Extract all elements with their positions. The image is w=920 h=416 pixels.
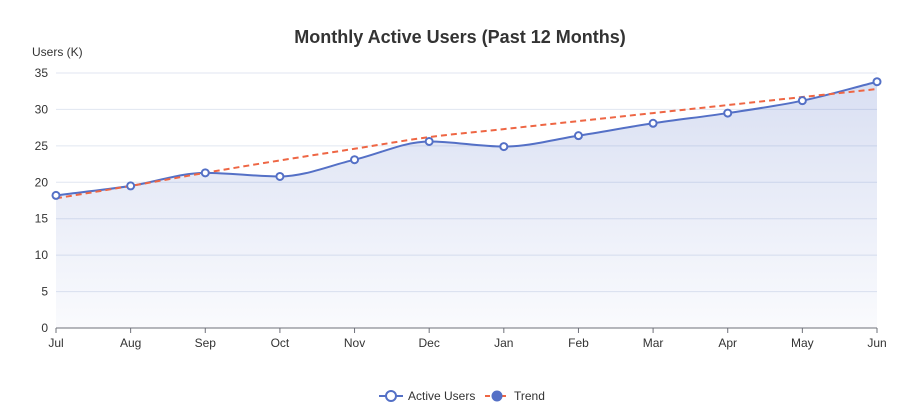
active-users-area bbox=[56, 81, 877, 328]
y-tick-label: 10 bbox=[35, 248, 49, 262]
data-point-jan[interactable] bbox=[499, 142, 509, 152]
x-tick-label: Jun bbox=[867, 336, 886, 350]
data-point-nov[interactable] bbox=[350, 155, 360, 165]
series-lines bbox=[55, 80, 878, 200]
x-tick-label: Oct bbox=[271, 336, 290, 350]
data-point-sep[interactable] bbox=[200, 168, 210, 178]
x-tick-label: Feb bbox=[568, 336, 589, 350]
legend-label-trend[interactable]: Trend bbox=[514, 389, 545, 403]
data-points bbox=[51, 77, 882, 200]
data-point-oct[interactable] bbox=[275, 171, 285, 181]
y-tick-label: 20 bbox=[35, 175, 49, 189]
data-point-feb[interactable] bbox=[573, 131, 583, 141]
axes: 0 5 10 15 20 25 30 35 Jul Aug Sep Oct Nov Dec Jan Feb Ma… bbox=[35, 66, 887, 350]
y-tick-label: 5 bbox=[41, 285, 48, 299]
legend: Active Users Trend bbox=[379, 389, 545, 403]
chart-title: Monthly Active Users (Past 12 Months) bbox=[294, 27, 625, 47]
legend-swatch-trend-marker bbox=[491, 390, 503, 402]
y-tick-label: 30 bbox=[35, 102, 49, 116]
data-point-apr[interactable] bbox=[723, 108, 733, 118]
data-point-dec[interactable] bbox=[424, 136, 434, 146]
trend-line bbox=[55, 88, 878, 200]
legend-swatch-active-users-marker bbox=[385, 390, 397, 402]
x-tick-label: May bbox=[791, 336, 814, 350]
x-tick-label: Dec bbox=[419, 336, 440, 350]
data-point-jun[interactable] bbox=[872, 77, 882, 87]
y-tick-label: 15 bbox=[35, 212, 49, 226]
data-point-jul[interactable] bbox=[51, 190, 61, 200]
y-tick-label: 0 bbox=[41, 321, 48, 335]
data-point-aug[interactable] bbox=[126, 181, 136, 191]
data-point-mar[interactable] bbox=[648, 118, 658, 128]
x-tick-label: Sep bbox=[195, 336, 217, 350]
x-tick-label: Nov bbox=[344, 336, 365, 350]
x-tick-label: Jul bbox=[48, 336, 63, 350]
x-tick-label: Mar bbox=[643, 336, 664, 350]
x-tick-label: Apr bbox=[718, 336, 737, 350]
y-axis-label: Users (K) bbox=[32, 45, 83, 59]
y-tick-label: 25 bbox=[35, 139, 49, 153]
x-tick-label: Aug bbox=[120, 336, 141, 350]
x-tick-label: Jan bbox=[494, 336, 513, 350]
legend-label-active-users[interactable]: Active Users bbox=[408, 389, 475, 403]
area-fill bbox=[56, 81, 877, 328]
data-point-may[interactable] bbox=[797, 96, 807, 106]
y-tick-label: 35 bbox=[35, 66, 49, 80]
